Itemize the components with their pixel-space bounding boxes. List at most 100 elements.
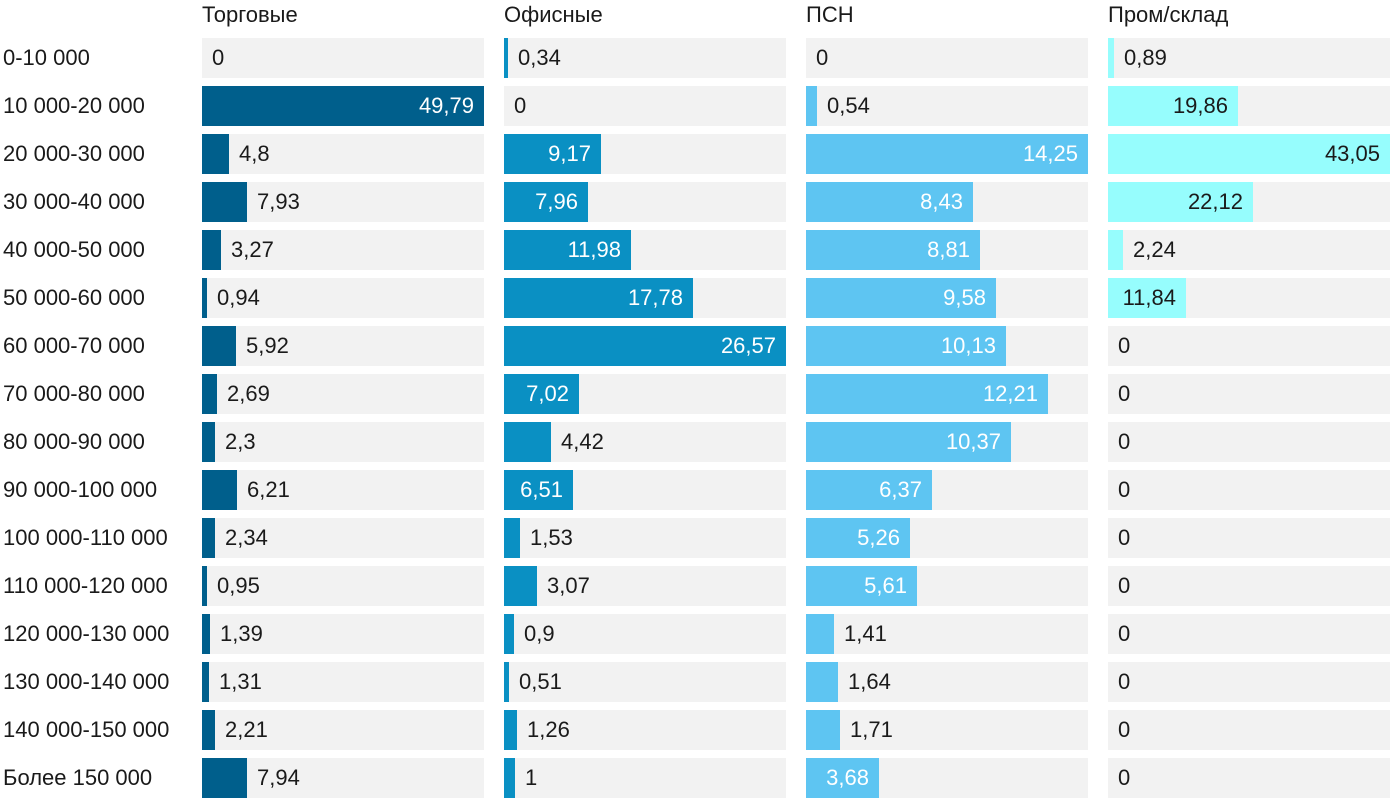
bar xyxy=(806,614,834,654)
value-label: 2,69 xyxy=(227,381,270,406)
row-label: 10 000-20 000 xyxy=(3,93,145,118)
bar-track: 22,12 xyxy=(1108,182,1390,222)
value-label: 0 xyxy=(816,45,829,70)
bar xyxy=(202,614,210,654)
bar xyxy=(1108,182,1253,222)
bar xyxy=(504,614,514,654)
value-label: 0 xyxy=(1118,669,1131,694)
bar xyxy=(806,758,879,798)
bar xyxy=(806,662,838,702)
row-label: 70 000-80 000 xyxy=(3,381,145,406)
bar xyxy=(202,374,217,414)
bar xyxy=(202,758,247,798)
value-label: 0 xyxy=(1118,333,1131,358)
bar-track: 9,58 xyxy=(806,278,1088,318)
bar-track: 6,21 xyxy=(202,470,484,510)
value-label: 5,92 xyxy=(246,333,289,358)
bar xyxy=(202,710,215,750)
value-label: 5,26 xyxy=(857,525,900,550)
bar xyxy=(202,182,247,222)
bar-track: 6,51 xyxy=(504,470,786,510)
value-label: 2,3 xyxy=(225,429,256,454)
bar xyxy=(202,470,237,510)
value-label: 0 xyxy=(1118,381,1131,406)
value-label: 1,26 xyxy=(527,717,570,742)
bar-track: 0 xyxy=(1108,566,1390,606)
bar xyxy=(1108,86,1238,126)
value-label: 5,61 xyxy=(864,573,907,598)
value-label: 0 xyxy=(1118,525,1131,550)
bar-track: 1,53 xyxy=(504,518,786,558)
bar xyxy=(806,182,973,222)
value-label: 6,37 xyxy=(879,477,922,502)
bar xyxy=(504,38,508,78)
value-label: 2,34 xyxy=(225,525,268,550)
value-label: 2,24 xyxy=(1133,237,1176,262)
value-label: 0,95 xyxy=(217,573,260,598)
value-label: 6,21 xyxy=(247,477,290,502)
bar-track: 10,37 xyxy=(806,422,1088,462)
row-label: 90 000-100 000 xyxy=(3,477,158,502)
bar xyxy=(1108,278,1186,318)
bar xyxy=(504,566,537,606)
bar xyxy=(806,374,1048,414)
bar-track: 0 xyxy=(1108,470,1390,510)
value-label: 22,12 xyxy=(1187,189,1243,214)
value-label: 0 xyxy=(1118,621,1131,646)
bar xyxy=(504,422,551,462)
value-label: 8,81 xyxy=(927,237,970,262)
bar-track: 0 xyxy=(1108,662,1390,702)
bar-track: 7,96 xyxy=(504,182,786,222)
bar-track: 11,84 xyxy=(1108,278,1390,318)
bar xyxy=(202,230,221,270)
row-label: 120 000-130 000 xyxy=(3,621,170,646)
bar-track: 1,31 xyxy=(202,662,484,702)
column-title: ПСН xyxy=(806,2,854,27)
bar-track: 0 xyxy=(202,38,484,78)
bar-track: 0 xyxy=(1108,614,1390,654)
value-label: 0 xyxy=(212,45,225,70)
bar-track: 0 xyxy=(1108,518,1390,558)
bar xyxy=(806,86,817,126)
row-label: Более 150 000 xyxy=(3,765,153,790)
bar-track: 1 xyxy=(504,758,786,798)
bar xyxy=(1108,38,1114,78)
bar-track: 5,26 xyxy=(806,518,1088,558)
bar-track: 0 xyxy=(1108,326,1390,366)
value-label: 2,21 xyxy=(225,717,268,742)
bar xyxy=(806,422,1011,462)
bar-track: 11,98 xyxy=(504,230,786,270)
value-label: 0,54 xyxy=(827,93,870,118)
bar xyxy=(504,710,517,750)
bar-track: 1,39 xyxy=(202,614,484,654)
value-label: 11,98 xyxy=(567,237,621,262)
value-label: 4,42 xyxy=(561,429,604,454)
bar xyxy=(806,278,996,318)
value-label: 0 xyxy=(1118,429,1131,454)
bar-track: 0 xyxy=(806,38,1088,78)
bar-track: 0,34 xyxy=(504,38,786,78)
bar xyxy=(806,134,1088,174)
bar xyxy=(202,518,215,558)
bar xyxy=(504,230,631,270)
bar-track: 2,34 xyxy=(202,518,484,558)
bar-track: 0,95 xyxy=(202,566,484,606)
value-label: 10,13 xyxy=(940,333,996,358)
value-label: 0 xyxy=(1118,477,1131,502)
value-label: 3,27 xyxy=(231,237,274,262)
bar xyxy=(202,134,229,174)
value-label: 14,25 xyxy=(1022,141,1078,166)
value-label: 7,93 xyxy=(257,189,300,214)
bar xyxy=(504,182,588,222)
bar-track: 4,42 xyxy=(504,422,786,462)
value-label: 9,58 xyxy=(943,285,986,310)
value-label: 49,79 xyxy=(418,93,474,118)
bar-track: 3,07 xyxy=(504,566,786,606)
bar xyxy=(202,326,236,366)
bar-track: 0,89 xyxy=(1108,38,1390,78)
bar xyxy=(202,86,484,126)
bar-track: 4,8 xyxy=(202,134,484,174)
bar-track: 1,26 xyxy=(504,710,786,750)
bar xyxy=(202,278,207,318)
bar-track: 26,57 xyxy=(504,326,786,366)
